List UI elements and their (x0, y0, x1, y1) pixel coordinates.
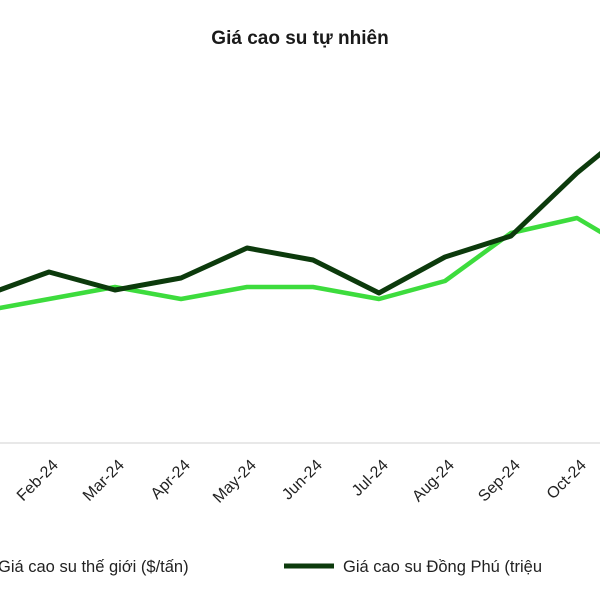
x-tick-label: Sep-24 (475, 457, 524, 506)
legend-label-2: Giá cao su Đồng Phú (triệu (343, 558, 542, 576)
x-tick-label: May-24 (210, 457, 260, 507)
x-tick-label: Mar-24 (80, 457, 128, 505)
series-line-2 (0, 150, 600, 296)
x-tick-label: Oct-24 (544, 457, 590, 503)
legend: Giá cao su thế giới ($/tấn) Giá cao su Đồ… (0, 558, 542, 576)
x-tick-labels: Jan-24Feb-24Mar-24Apr-24May-24Jun-24Jul-… (14, 457, 590, 507)
x-tick-label: Apr-24 (148, 457, 194, 503)
x-tick-label: Jun-24 (279, 457, 326, 504)
series-layer (0, 150, 600, 311)
chart-title: Giá cao su tự nhiên (211, 28, 389, 49)
x-tick-label: Aug-24 (409, 457, 458, 506)
series-line-1 (0, 215, 600, 311)
legend-label-1: Giá cao su thế giới ($/tấn) (0, 558, 189, 576)
x-tick-label: Jul-24 (349, 457, 392, 500)
x-tick-label: Feb-24 (14, 457, 62, 505)
